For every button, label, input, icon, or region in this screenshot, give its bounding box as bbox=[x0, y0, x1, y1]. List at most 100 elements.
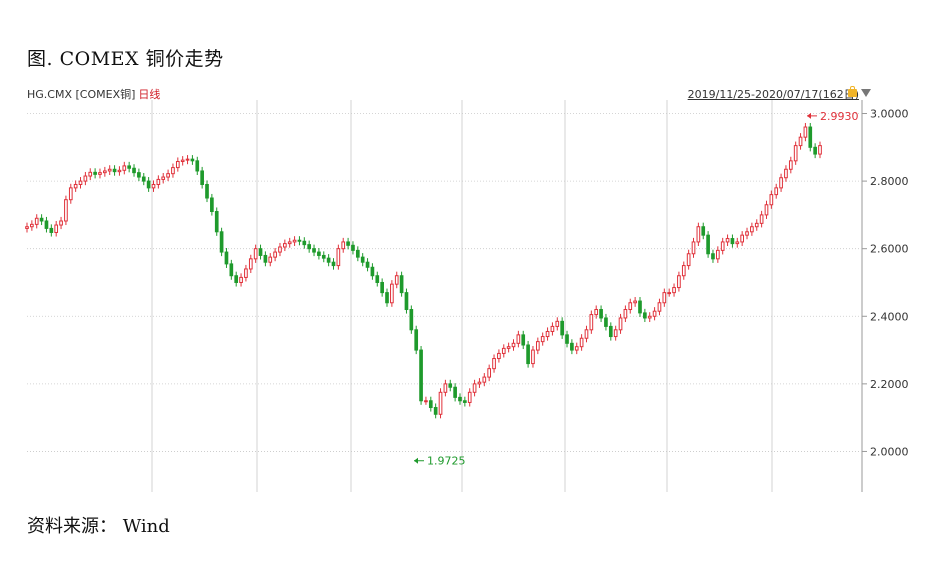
candle-body bbox=[643, 312, 647, 319]
candle-body bbox=[44, 220, 49, 229]
candle-body bbox=[297, 239, 302, 242]
lock-icon[interactable] bbox=[848, 86, 857, 97]
candle-body bbox=[351, 244, 355, 251]
y-tick-label: 2.8000 bbox=[870, 175, 909, 188]
candle-body bbox=[224, 251, 229, 265]
candle-body bbox=[555, 320, 560, 327]
candle-body bbox=[516, 334, 521, 344]
candle-body bbox=[326, 257, 331, 263]
candle-body bbox=[360, 256, 365, 263]
candle-body bbox=[574, 346, 579, 351]
annotation-arrowhead bbox=[414, 457, 418, 464]
candle-body bbox=[103, 170, 107, 174]
candle-body bbox=[560, 320, 564, 336]
candle-body bbox=[137, 172, 141, 178]
candle-body bbox=[244, 268, 248, 278]
candle-body bbox=[691, 241, 696, 255]
candle-body bbox=[399, 275, 404, 294]
candle-body bbox=[190, 158, 195, 162]
candle-body bbox=[672, 287, 676, 294]
candle-body bbox=[623, 309, 628, 319]
candle-body bbox=[117, 169, 122, 173]
candle-body bbox=[720, 241, 725, 251]
candle-body bbox=[205, 183, 209, 199]
candle-body bbox=[404, 292, 409, 311]
candle-body bbox=[25, 226, 29, 229]
candle-body bbox=[409, 309, 414, 331]
candle-body bbox=[200, 170, 204, 185]
candle-body bbox=[730, 238, 735, 245]
candle-body bbox=[78, 180, 83, 185]
candle-body bbox=[584, 329, 589, 339]
candle-body bbox=[613, 329, 618, 338]
candle-body bbox=[419, 349, 423, 402]
candle-body bbox=[122, 165, 127, 171]
candle-body bbox=[414, 329, 419, 351]
candle-body bbox=[375, 275, 380, 283]
candle-body bbox=[385, 292, 389, 304]
candle-body bbox=[64, 199, 68, 222]
candle-body bbox=[711, 253, 715, 260]
candle-body bbox=[268, 256, 273, 263]
candle-body bbox=[273, 251, 277, 258]
chevron-down-icon[interactable] bbox=[861, 89, 871, 97]
candle-body bbox=[336, 248, 341, 267]
candle-body bbox=[341, 241, 346, 250]
frequency-label[interactable]: 日线 bbox=[138, 88, 161, 101]
candle-body bbox=[34, 217, 39, 225]
candle-body bbox=[706, 234, 710, 255]
date-range-selector[interactable]: 2019/11/25-2020/07/17(162日) bbox=[687, 88, 859, 101]
candle-body bbox=[788, 160, 793, 170]
candle-body bbox=[633, 300, 637, 304]
candle-body bbox=[667, 292, 672, 295]
candle-body bbox=[774, 187, 779, 196]
candle-body bbox=[477, 381, 482, 385]
candle-body bbox=[171, 167, 175, 175]
candle-body bbox=[380, 281, 384, 294]
annotation-low-label: 1.9725 bbox=[427, 455, 466, 468]
candle-body bbox=[463, 400, 467, 403]
figure-title: 图. COMEX 铜价走势 bbox=[27, 48, 224, 70]
figure-source: 资料来源： Wind bbox=[27, 516, 170, 537]
candle-body bbox=[161, 176, 166, 180]
candle-body bbox=[88, 171, 93, 177]
candle-body bbox=[647, 315, 652, 319]
candle-body bbox=[759, 214, 764, 224]
candle-body bbox=[93, 171, 97, 175]
candle-body bbox=[54, 224, 59, 233]
candle-body bbox=[803, 126, 808, 138]
candle-body bbox=[740, 234, 744, 243]
candle-body bbox=[754, 222, 759, 228]
candle-body bbox=[604, 317, 608, 327]
candle-body bbox=[487, 368, 492, 378]
candle-body bbox=[248, 258, 253, 270]
candle-body bbox=[146, 180, 151, 189]
candle-body bbox=[472, 383, 477, 393]
y-tick-label: 2.2000 bbox=[870, 378, 909, 391]
candle-body bbox=[263, 254, 268, 263]
candle-body bbox=[321, 254, 326, 259]
candle-body bbox=[141, 176, 146, 182]
candle-body bbox=[458, 396, 462, 402]
candle-body bbox=[662, 292, 667, 304]
candle-body bbox=[278, 246, 282, 253]
candle-body bbox=[535, 341, 540, 351]
candle-body bbox=[312, 248, 316, 253]
candle-body bbox=[550, 325, 555, 332]
candle-body bbox=[540, 336, 545, 343]
candle-body bbox=[482, 376, 487, 383]
candlestick-chart: 3.0000 2.8000 2.6000 2.4000 2.2000 2.0000 2.99… bbox=[25, 100, 909, 492]
candle-body bbox=[390, 283, 394, 304]
candle-body bbox=[424, 400, 428, 403]
y-tick-label: 2.0000 bbox=[870, 445, 909, 458]
candle-body bbox=[779, 177, 783, 189]
candle-body bbox=[68, 187, 73, 201]
candle-body bbox=[112, 168, 117, 173]
candle-body bbox=[579, 337, 584, 348]
candle-body bbox=[292, 239, 297, 243]
candle-body bbox=[433, 407, 438, 415]
candle-body bbox=[681, 265, 686, 277]
candle-body bbox=[287, 241, 292, 245]
candle-body bbox=[331, 261, 336, 267]
candle-body bbox=[784, 168, 788, 179]
